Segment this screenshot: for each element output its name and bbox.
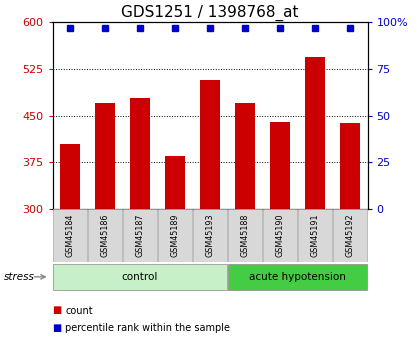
FancyBboxPatch shape [123,209,157,262]
Bar [235,103,255,209]
Bar [95,103,115,209]
Text: GSM45184: GSM45184 [66,214,74,257]
Text: control: control [122,272,158,282]
Text: GSM45186: GSM45186 [100,214,110,257]
Text: GSM45188: GSM45188 [241,214,249,257]
Text: GSM45193: GSM45193 [205,214,215,257]
Text: acute hypotension: acute hypotension [249,272,346,282]
FancyBboxPatch shape [333,209,367,262]
Text: count: count [65,306,93,315]
FancyBboxPatch shape [228,209,262,262]
Bar [305,57,325,209]
Bar [270,122,290,209]
Bar [200,80,220,209]
FancyBboxPatch shape [263,209,297,262]
FancyBboxPatch shape [298,209,332,262]
FancyBboxPatch shape [88,209,122,262]
Text: ■: ■ [52,323,62,333]
FancyBboxPatch shape [193,209,227,262]
Bar [340,123,360,209]
Text: stress: stress [4,272,35,282]
Text: percentile rank within the sample: percentile rank within the sample [65,323,230,333]
Bar [60,144,80,209]
Text: GSM45187: GSM45187 [136,214,144,257]
Text: GSM45191: GSM45191 [310,214,320,257]
Text: GSM45189: GSM45189 [171,214,179,257]
FancyBboxPatch shape [53,209,87,262]
FancyBboxPatch shape [53,264,227,290]
Text: GSM45192: GSM45192 [346,214,354,257]
FancyBboxPatch shape [158,209,192,262]
Text: GDS1251 / 1398768_at: GDS1251 / 1398768_at [121,5,299,21]
Text: ■: ■ [52,306,62,315]
Bar [165,156,185,209]
Text: GSM45190: GSM45190 [276,214,284,257]
FancyBboxPatch shape [228,264,367,290]
Bar [130,98,150,209]
